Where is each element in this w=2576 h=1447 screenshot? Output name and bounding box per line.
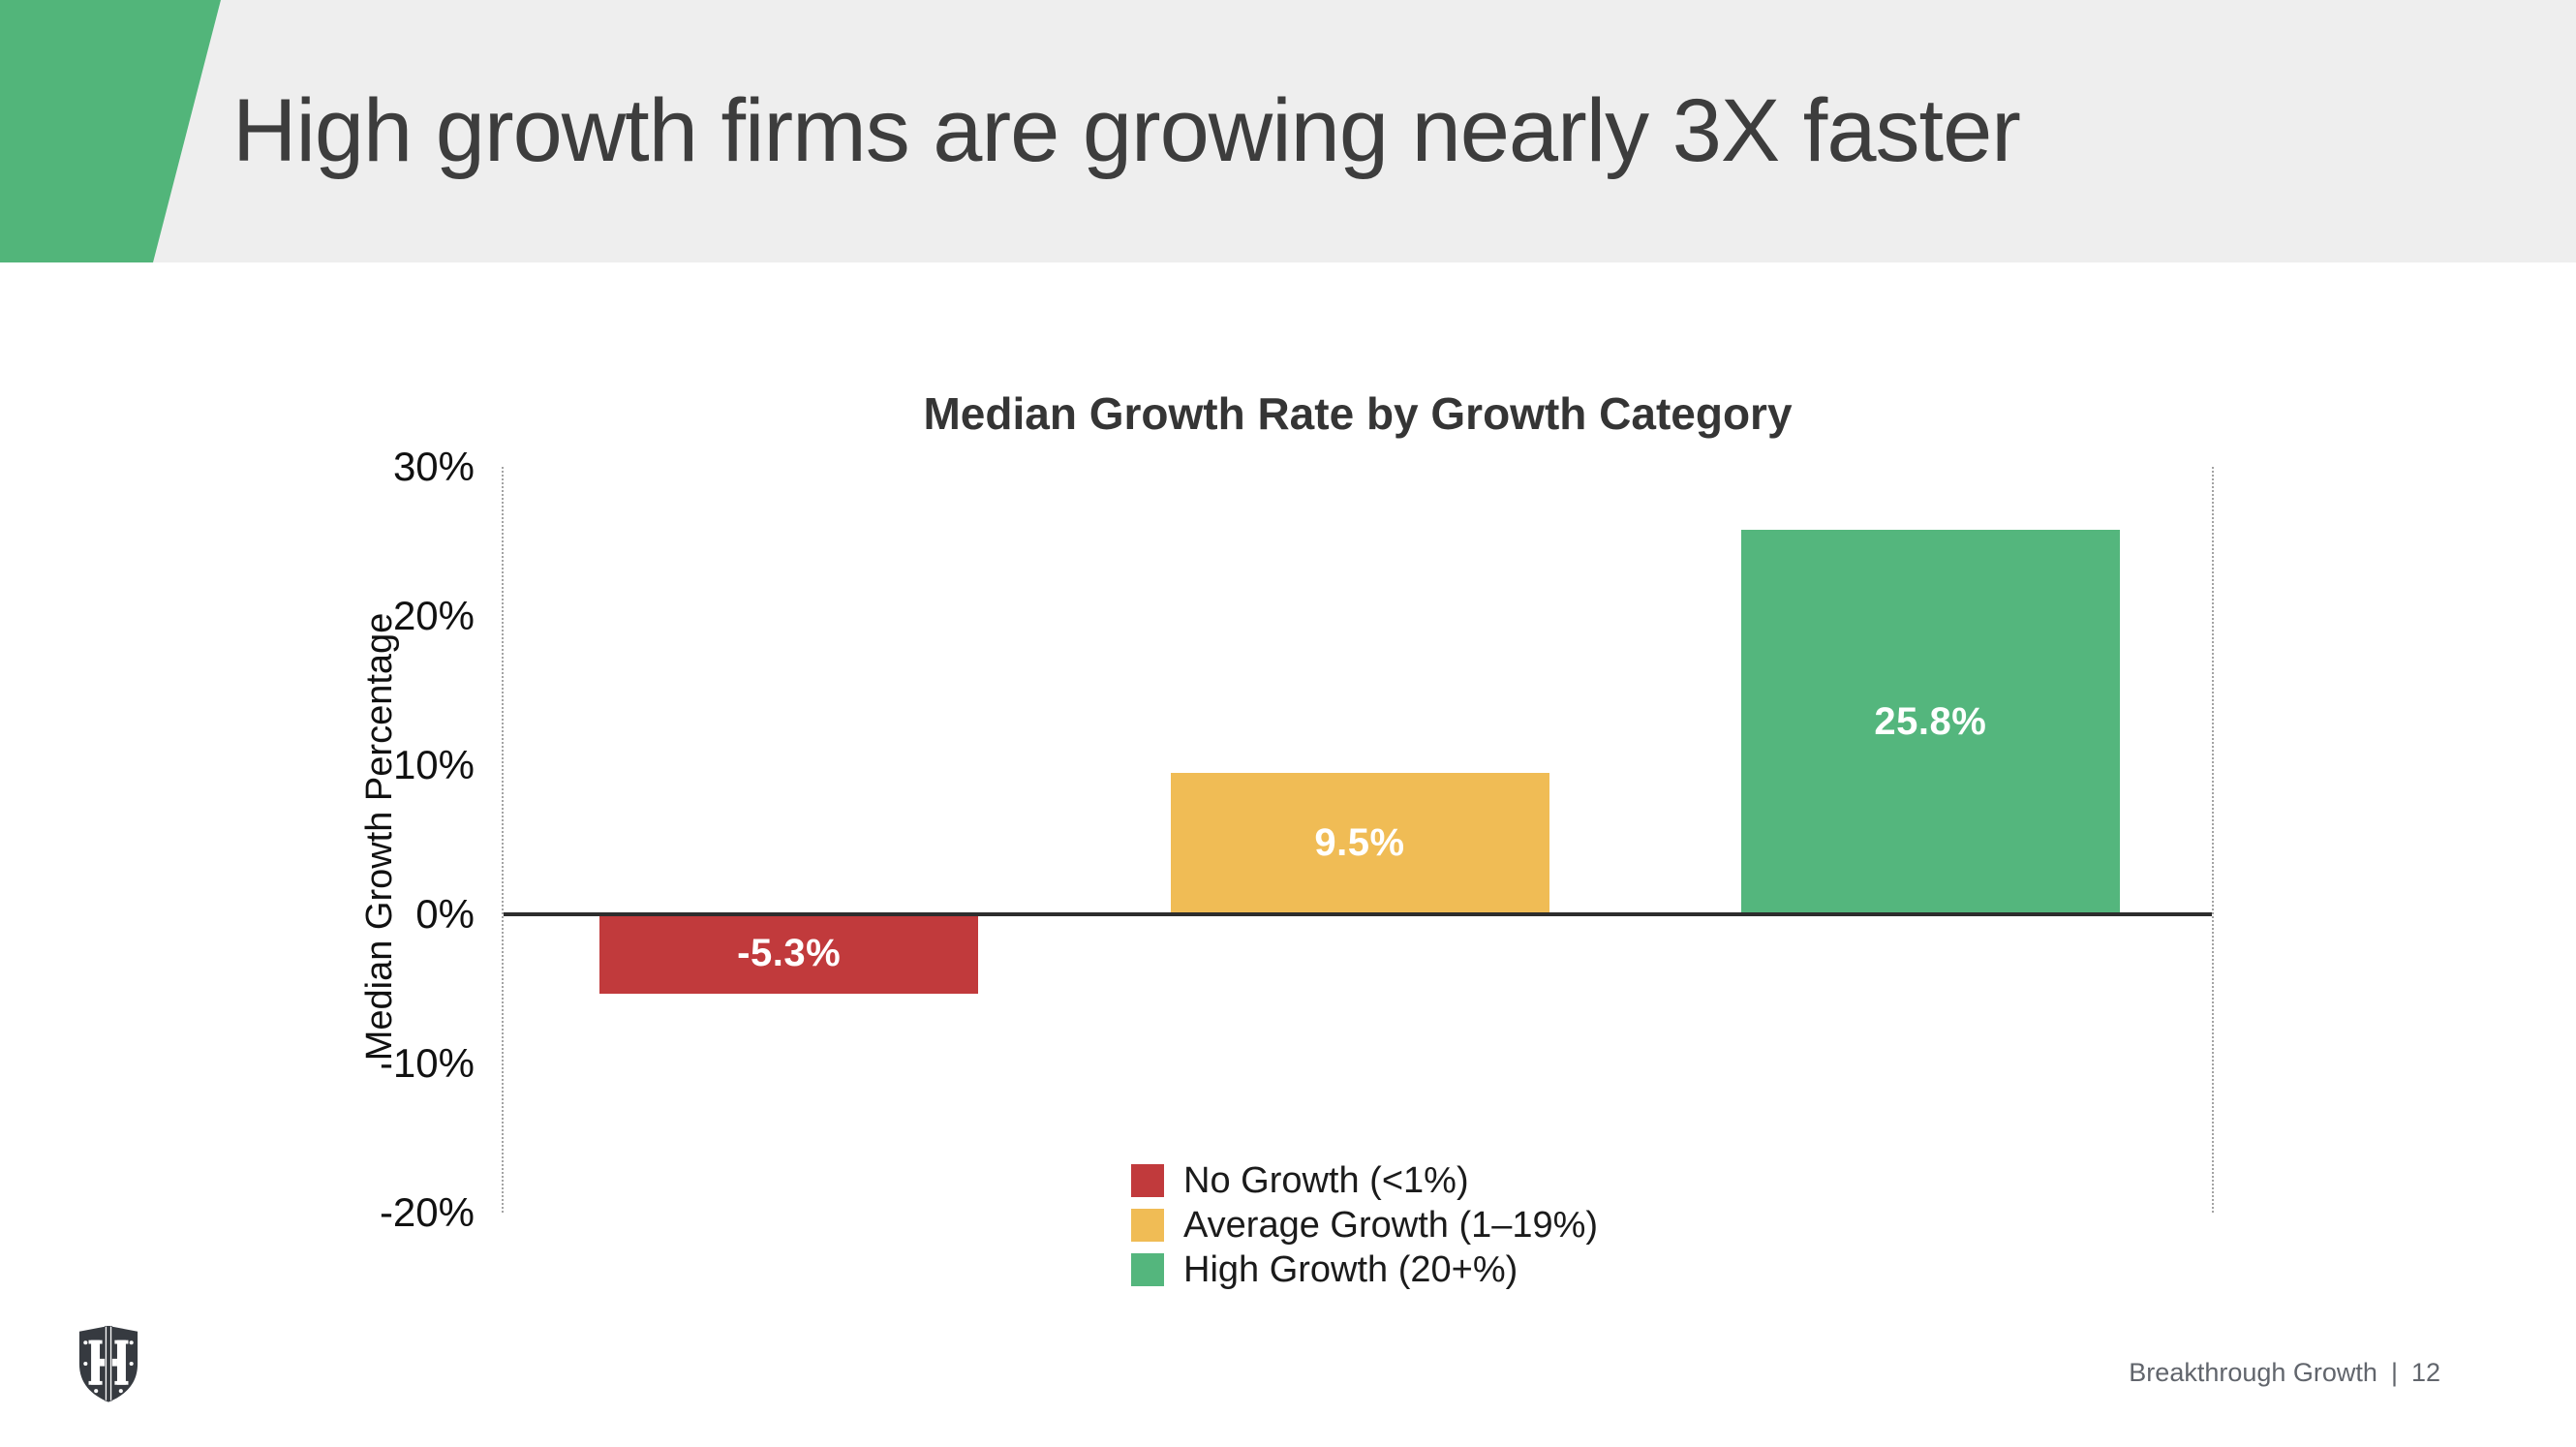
bar-average-growth: 9.5% bbox=[1170, 772, 1549, 914]
y-tick-label: -10% bbox=[379, 1040, 475, 1086]
legend-label: Average Growth (1–19%) bbox=[1183, 1204, 1599, 1246]
footer-separator: | bbox=[2390, 1358, 2398, 1387]
y-axis-title: Median Growth Percentage bbox=[359, 612, 400, 1062]
bar-value-label: -5.3% bbox=[737, 932, 842, 975]
legend-label: No Growth (<1%) bbox=[1183, 1159, 1469, 1201]
footer: Breakthrough Growth | 12 bbox=[2129, 1358, 2440, 1388]
y-tick-label: 0% bbox=[415, 891, 475, 937]
shield-crest-logo-icon bbox=[78, 1325, 138, 1402]
footer-deck-title: Breakthrough Growth bbox=[2129, 1358, 2377, 1387]
legend-item-average-growth: Average Growth (1–19%) bbox=[1131, 1203, 1598, 1247]
slide-title: High growth firms are growing nearly 3X … bbox=[232, 81, 2021, 180]
legend-item-no-growth: No Growth (<1%) bbox=[1131, 1158, 1598, 1203]
bar-value-label: 25.8% bbox=[1874, 699, 1987, 743]
y-tick-label: 30% bbox=[392, 444, 475, 489]
chart-legend: No Growth (<1%) Average Growth (1–19%) H… bbox=[1131, 1158, 1598, 1292]
chart-title: Median Growth Rate by Growth Category bbox=[923, 388, 1793, 439]
legend-swatch-red bbox=[1131, 1164, 1164, 1197]
header-accent-shape bbox=[0, 0, 221, 262]
plot-area: -5.3% 9.5% 25.8% bbox=[502, 467, 2214, 1213]
y-tick-label: 20% bbox=[392, 593, 475, 638]
bar-value-label: 9.5% bbox=[1314, 821, 1405, 865]
legend-label: High Growth (20+%) bbox=[1183, 1248, 1518, 1290]
bar-high-growth: 25.8% bbox=[1740, 529, 2120, 914]
zero-axis-line bbox=[504, 912, 2212, 916]
legend-swatch-yellow bbox=[1131, 1209, 1164, 1242]
y-tick-label: -20% bbox=[379, 1189, 475, 1235]
y-tick-label: 10% bbox=[392, 742, 475, 787]
footer-page-number: 12 bbox=[2410, 1358, 2440, 1387]
legend-swatch-green bbox=[1131, 1253, 1164, 1286]
header-band: High growth firms are growing nearly 3X … bbox=[0, 0, 2576, 262]
bar-no-growth: -5.3% bbox=[599, 914, 979, 994]
legend-item-high-growth: High Growth (20+%) bbox=[1131, 1247, 1598, 1292]
